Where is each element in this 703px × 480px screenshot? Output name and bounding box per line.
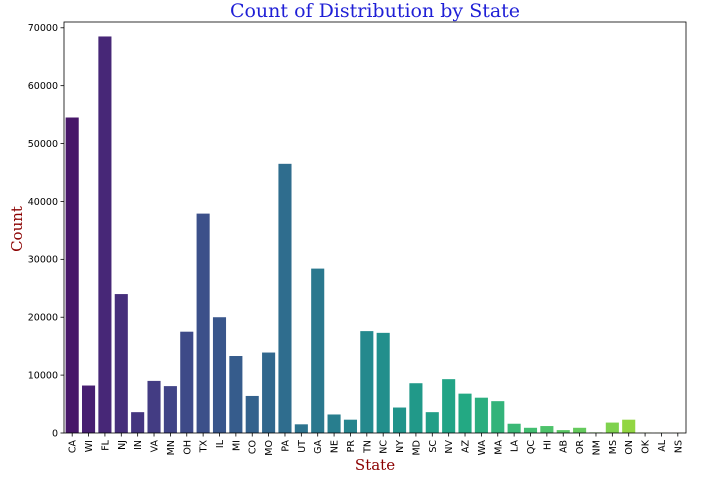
x-tick-label: NC [379,440,390,454]
y-tick-label: 20000 [28,313,58,324]
plot-frame [64,22,686,433]
bar-az [458,394,471,433]
x-tick-label: IL [215,439,226,448]
y-axis-title: Count [8,206,26,252]
x-tick-label: FL [100,439,111,450]
bar-oh [180,332,193,433]
bar-ne [328,414,341,433]
x-tick-label: MN [166,440,177,455]
y-tick-label: 70000 [28,23,58,34]
x-tick-label: VA [150,439,161,452]
y-tick-label: 50000 [28,139,58,150]
bar-ny [393,408,406,433]
bar-tx [197,214,210,433]
bar-ca [66,118,79,433]
x-tick-label: UT [297,440,308,453]
bars-layer [66,36,685,433]
x-tick-label: AL [657,439,668,451]
x-tick-label: NJ [117,440,128,450]
bar-pa [278,164,291,433]
bar-ma [491,401,504,433]
bar-pr [344,420,357,433]
bar-nc [377,333,390,433]
bar-qc [524,428,537,433]
x-axis-title: State [355,456,395,474]
x-tick-label: NS [673,440,684,453]
x-tick-label: AB [559,440,570,453]
x-tick-label: CA [68,440,79,454]
x-tick-label: NM [591,440,602,455]
bar-on [622,420,635,433]
x-tick-label: WA [477,440,488,456]
x-tick-label: OK [641,439,652,453]
x-tick-label: TN [362,440,373,454]
bar-la [508,424,521,433]
bar-ms [606,423,619,433]
x-tick-label: AZ [461,440,472,453]
bar-mn [164,386,177,433]
bar-sc [426,412,439,433]
x-tick-label: MA [493,440,504,455]
x-tick-label: MD [411,440,422,456]
x-tick-label: MI [231,440,242,451]
x-tick-label: PR [346,440,357,453]
bar-wi [82,386,95,433]
x-tick-label: SC [428,440,439,453]
y-tick-label: 60000 [28,81,58,92]
x-tick-label: MS [608,440,619,454]
bar-fl [98,36,111,433]
y-tick-label: 40000 [28,197,58,208]
bar-in [131,412,144,433]
y-tick-label: 30000 [28,255,58,266]
bar-nj [115,294,128,433]
bar-ab [557,430,570,433]
x-tick-label: NY [395,440,406,453]
y-axis: 0 10000 20000 30000 40000 50000 60000 70000 [28,23,64,439]
bar-il [213,317,226,433]
bar-mi [229,356,242,433]
x-tick-label: GA [313,440,324,454]
chart-title: Count of Distribution by State [230,0,520,22]
bar-ga [311,269,324,433]
x-tick-label: OR [575,440,586,454]
bar-wa [475,398,488,433]
y-tick-label: 10000 [28,370,58,381]
x-axis: CA WI FL NJ IN VA MN OH TX IL MI CO MO PA UT GA NE PR TN NC… [68,433,685,456]
bar-nv [442,379,455,433]
bar-va [147,381,160,433]
bar-hi [540,426,553,433]
x-tick-label: IN [133,440,144,450]
x-tick-label: MO [264,440,275,456]
y-tick-label: 0 [52,428,58,439]
x-tick-label: WI [84,440,95,452]
bar-mo [262,353,275,433]
bar-ut [295,424,308,433]
x-tick-label: NV [444,440,455,454]
bar-md [409,383,422,433]
x-tick-label: PA [280,440,291,452]
x-tick-label: NE [330,440,341,453]
x-tick-label: HI [542,440,553,450]
x-tick-label: QC [526,440,537,454]
bar-tn [360,331,373,433]
x-tick-label: ON [624,440,635,455]
x-tick-label: LA [510,440,521,453]
bar-co [246,396,259,433]
x-tick-label: OH [182,440,193,455]
x-tick-label: CO [248,440,259,454]
bar-or [573,428,586,433]
x-tick-label: TX [199,440,210,454]
